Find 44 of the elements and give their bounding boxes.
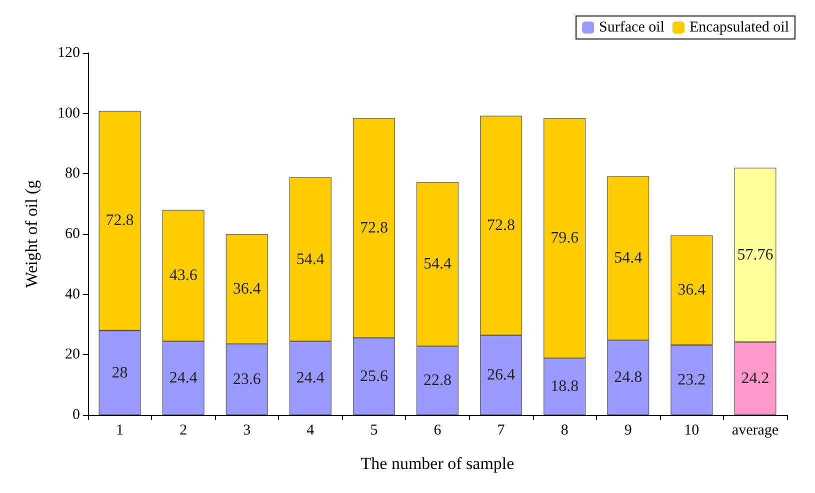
data-label: 26.4 [487,366,516,384]
x-tick-label: average [732,422,779,438]
data-label: 22.8 [424,372,452,390]
x-tick-label: 5 [370,422,378,438]
x-tick-label: 1 [116,422,124,438]
data-label: 23.2 [678,372,706,389]
x-tick-label: 6 [434,422,442,438]
x-tick-label: 4 [306,422,315,438]
data-label: 24.4 [296,370,324,387]
data-label: 25.6 [360,368,388,385]
y-tick-label: 120 [58,45,80,61]
x-axis-title: The number of sample [360,454,514,473]
y-tick-label: 100 [58,105,80,122]
y-axis-title: Weight of oil (g [22,180,41,288]
data-label: 24.2 [741,370,770,387]
legend-label: Encapsulated oil [689,20,790,36]
y-tick-label: 60 [65,226,80,242]
data-label: 24.4 [169,370,198,387]
x-tick-label: 3 [243,422,251,438]
data-label: 79.6 [550,230,579,247]
data-label: 57.76 [737,246,774,264]
y-tick-label: 0 [72,407,80,423]
data-label: 28 [112,364,128,382]
legend-label: Surface oil [599,20,664,36]
y-tick-label: 80 [65,166,80,182]
data-label: 36.4 [232,280,261,298]
data-label: 43.6 [169,267,198,284]
data-label: 72.8 [360,219,388,236]
data-label: 36.4 [678,282,706,299]
x-tick-label: 8 [560,422,568,438]
x-tick-label: 2 [180,422,188,438]
data-label: 54.4 [424,256,452,273]
data-label: 23.6 [232,370,261,388]
x-tick-label: 10 [684,422,700,438]
data-label: 72.8 [487,217,516,234]
x-tick-label: 7 [497,422,506,438]
data-label: 18.8 [550,378,579,396]
data-label: 24.8 [614,369,642,386]
data-label: 72.8 [106,212,134,230]
y-tick-label: 20 [65,346,80,363]
data-label: 54.4 [614,250,642,267]
x-tick-label: 9 [624,422,632,438]
data-label: 54.4 [296,250,324,268]
y-tick-label: 40 [65,286,80,302]
